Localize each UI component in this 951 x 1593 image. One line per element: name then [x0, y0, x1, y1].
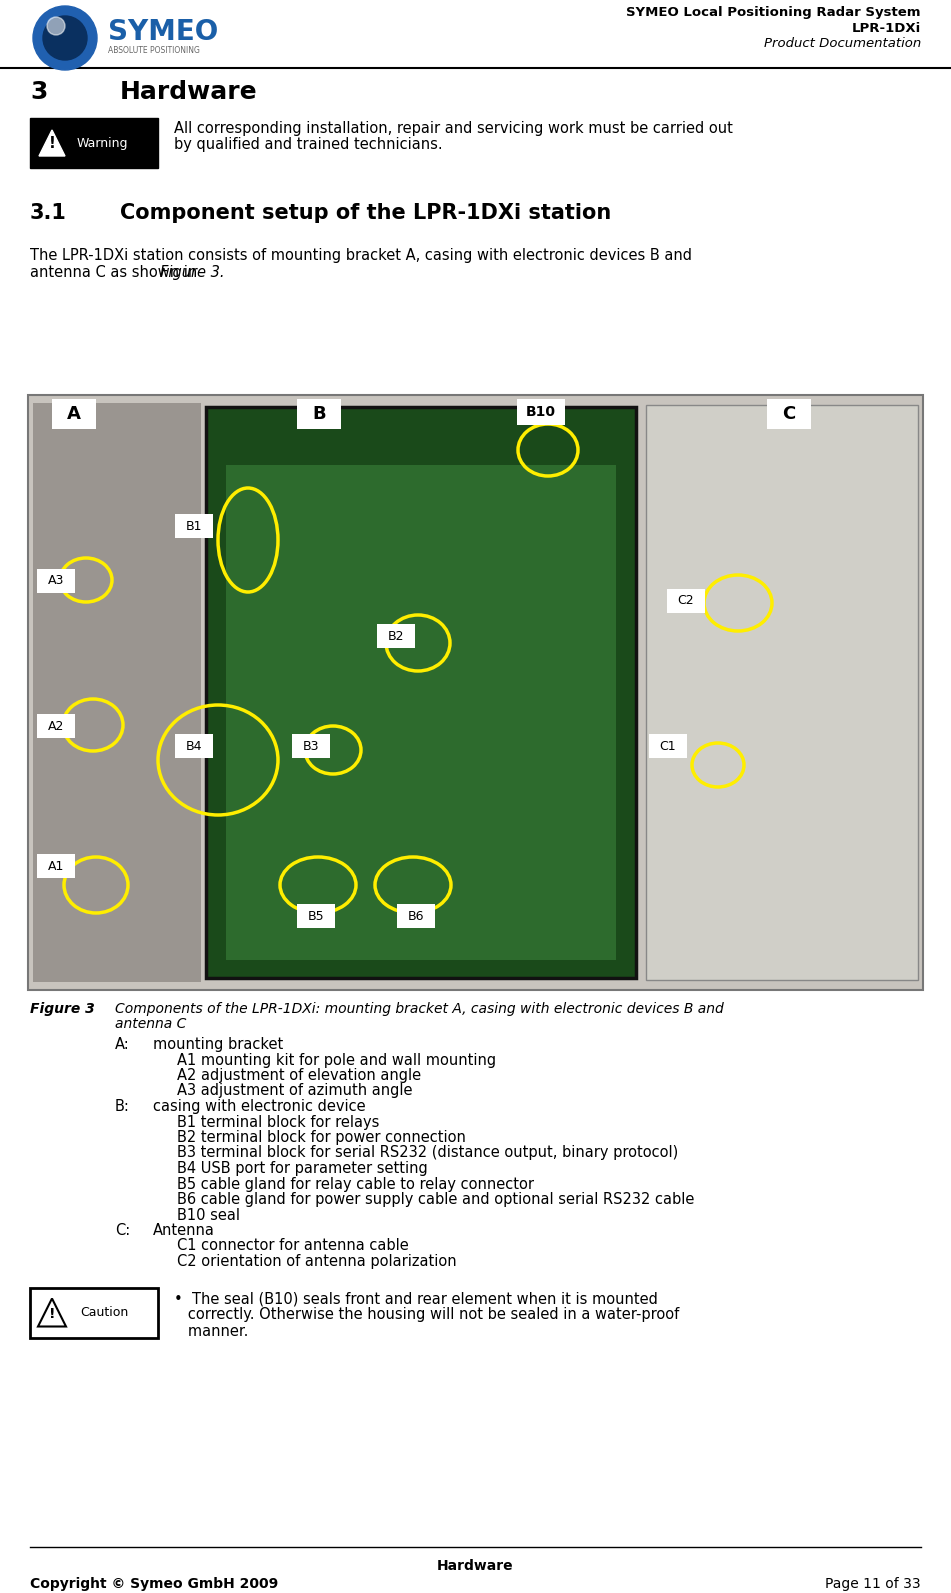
- Text: mounting bracket: mounting bracket: [153, 1037, 283, 1051]
- Text: C1: C1: [660, 739, 676, 752]
- Text: A3 adjustment of azimuth angle: A3 adjustment of azimuth angle: [177, 1083, 413, 1099]
- FancyBboxPatch shape: [377, 624, 415, 648]
- Text: B3 terminal block for serial RS232 (distance output, binary protocol): B3 terminal block for serial RS232 (dist…: [177, 1145, 678, 1160]
- Text: 3: 3: [30, 80, 48, 104]
- FancyBboxPatch shape: [52, 398, 96, 429]
- Text: B4: B4: [185, 739, 203, 752]
- Text: SYMEO Local Positioning Radar System: SYMEO Local Positioning Radar System: [627, 6, 921, 19]
- Text: B1: B1: [185, 519, 203, 532]
- FancyBboxPatch shape: [206, 406, 636, 978]
- Text: B10: B10: [526, 405, 556, 419]
- Text: manner.: manner.: [174, 1324, 248, 1338]
- Text: B6: B6: [408, 910, 424, 922]
- FancyBboxPatch shape: [649, 734, 687, 758]
- Text: SYMEO: SYMEO: [108, 18, 218, 46]
- Text: casing with electronic device: casing with electronic device: [153, 1099, 365, 1114]
- FancyBboxPatch shape: [767, 398, 811, 429]
- Text: Components of the LPR-1DXi: mounting bracket A, casing with electronic devices B: Components of the LPR-1DXi: mounting bra…: [115, 1002, 724, 1016]
- Text: B:: B:: [115, 1099, 130, 1114]
- Text: Caution: Caution: [80, 1306, 128, 1319]
- Text: A1: A1: [48, 860, 64, 873]
- Text: B2 terminal block for power connection: B2 terminal block for power connection: [177, 1129, 466, 1145]
- Text: C:: C:: [115, 1223, 130, 1238]
- Text: Page 11 of 33: Page 11 of 33: [825, 1577, 921, 1591]
- FancyBboxPatch shape: [33, 403, 201, 981]
- Text: 3.1: 3.1: [30, 202, 67, 223]
- FancyBboxPatch shape: [37, 714, 75, 738]
- FancyBboxPatch shape: [30, 118, 158, 167]
- Text: Hardware: Hardware: [120, 80, 258, 104]
- FancyBboxPatch shape: [28, 395, 923, 989]
- Text: ABSOLUTE POSITIONING: ABSOLUTE POSITIONING: [108, 46, 200, 56]
- Text: A3: A3: [48, 575, 64, 588]
- Text: A: A: [68, 405, 81, 424]
- Text: A2: A2: [48, 720, 64, 733]
- FancyBboxPatch shape: [37, 854, 75, 878]
- Text: C1 connector for antenna cable: C1 connector for antenna cable: [177, 1238, 409, 1254]
- FancyBboxPatch shape: [175, 515, 213, 538]
- Text: antenna C as shown in: antenna C as shown in: [30, 264, 202, 280]
- Text: A2 adjustment of elevation angle: A2 adjustment of elevation angle: [177, 1067, 421, 1083]
- Text: B5 cable gland for relay cable to relay connector: B5 cable gland for relay cable to relay …: [177, 1177, 534, 1192]
- Text: C: C: [783, 405, 796, 424]
- Text: B10 seal: B10 seal: [177, 1207, 240, 1222]
- Text: !: !: [49, 1306, 55, 1321]
- Text: antenna C: antenna C: [115, 1016, 186, 1031]
- Text: Component setup of the LPR-1DXi station: Component setup of the LPR-1DXi station: [120, 202, 611, 223]
- FancyBboxPatch shape: [226, 465, 616, 961]
- FancyBboxPatch shape: [175, 734, 213, 758]
- Text: A:: A:: [115, 1037, 129, 1051]
- Text: Antenna: Antenna: [153, 1223, 215, 1238]
- FancyBboxPatch shape: [30, 1287, 158, 1338]
- Text: All corresponding installation, repair and servicing work must be carried out: All corresponding installation, repair a…: [174, 121, 733, 135]
- Text: •  The seal (B10) seals front and rear element when it is mounted: • The seal (B10) seals front and rear el…: [174, 1292, 658, 1306]
- Text: The LPR-1DXi station consists of mounting bracket A, casing with electronic devi: The LPR-1DXi station consists of mountin…: [30, 249, 692, 263]
- Text: C2: C2: [678, 594, 694, 607]
- Text: B3: B3: [302, 739, 320, 752]
- FancyBboxPatch shape: [646, 405, 918, 980]
- Text: B2: B2: [388, 629, 404, 642]
- FancyBboxPatch shape: [37, 569, 75, 593]
- Text: Copyright © Symeo GmbH 2009: Copyright © Symeo GmbH 2009: [30, 1577, 279, 1591]
- Text: B: B: [312, 405, 326, 424]
- Text: correctly. Otherwise the housing will not be sealed in a water-proof: correctly. Otherwise the housing will no…: [174, 1308, 679, 1322]
- Text: B1 terminal block for relays: B1 terminal block for relays: [177, 1115, 379, 1129]
- Circle shape: [33, 6, 97, 70]
- Text: Product Documentation: Product Documentation: [764, 37, 921, 49]
- Text: Figure 3.: Figure 3.: [160, 264, 224, 280]
- Text: LPR-1DXi: LPR-1DXi: [852, 22, 921, 35]
- Text: Warning: Warning: [76, 137, 127, 150]
- FancyBboxPatch shape: [667, 589, 705, 613]
- FancyBboxPatch shape: [297, 398, 341, 429]
- FancyBboxPatch shape: [297, 903, 335, 929]
- Text: Figure 3: Figure 3: [30, 1002, 95, 1016]
- Text: C2 orientation of antenna polarization: C2 orientation of antenna polarization: [177, 1254, 456, 1270]
- Text: Hardware: Hardware: [437, 1560, 514, 1572]
- Text: !: !: [49, 137, 55, 151]
- Circle shape: [47, 18, 65, 35]
- Text: B4 USB port for parameter setting: B4 USB port for parameter setting: [177, 1161, 428, 1176]
- Text: A1 mounting kit for pole and wall mounting: A1 mounting kit for pole and wall mounti…: [177, 1053, 496, 1067]
- Circle shape: [43, 16, 87, 61]
- FancyBboxPatch shape: [397, 903, 435, 929]
- FancyBboxPatch shape: [292, 734, 330, 758]
- FancyBboxPatch shape: [517, 398, 565, 425]
- Polygon shape: [39, 131, 65, 156]
- Text: B5: B5: [308, 910, 324, 922]
- Text: B6 cable gland for power supply cable and optional serial RS232 cable: B6 cable gland for power supply cable an…: [177, 1192, 694, 1207]
- Text: by qualified and trained technicians.: by qualified and trained technicians.: [174, 137, 442, 151]
